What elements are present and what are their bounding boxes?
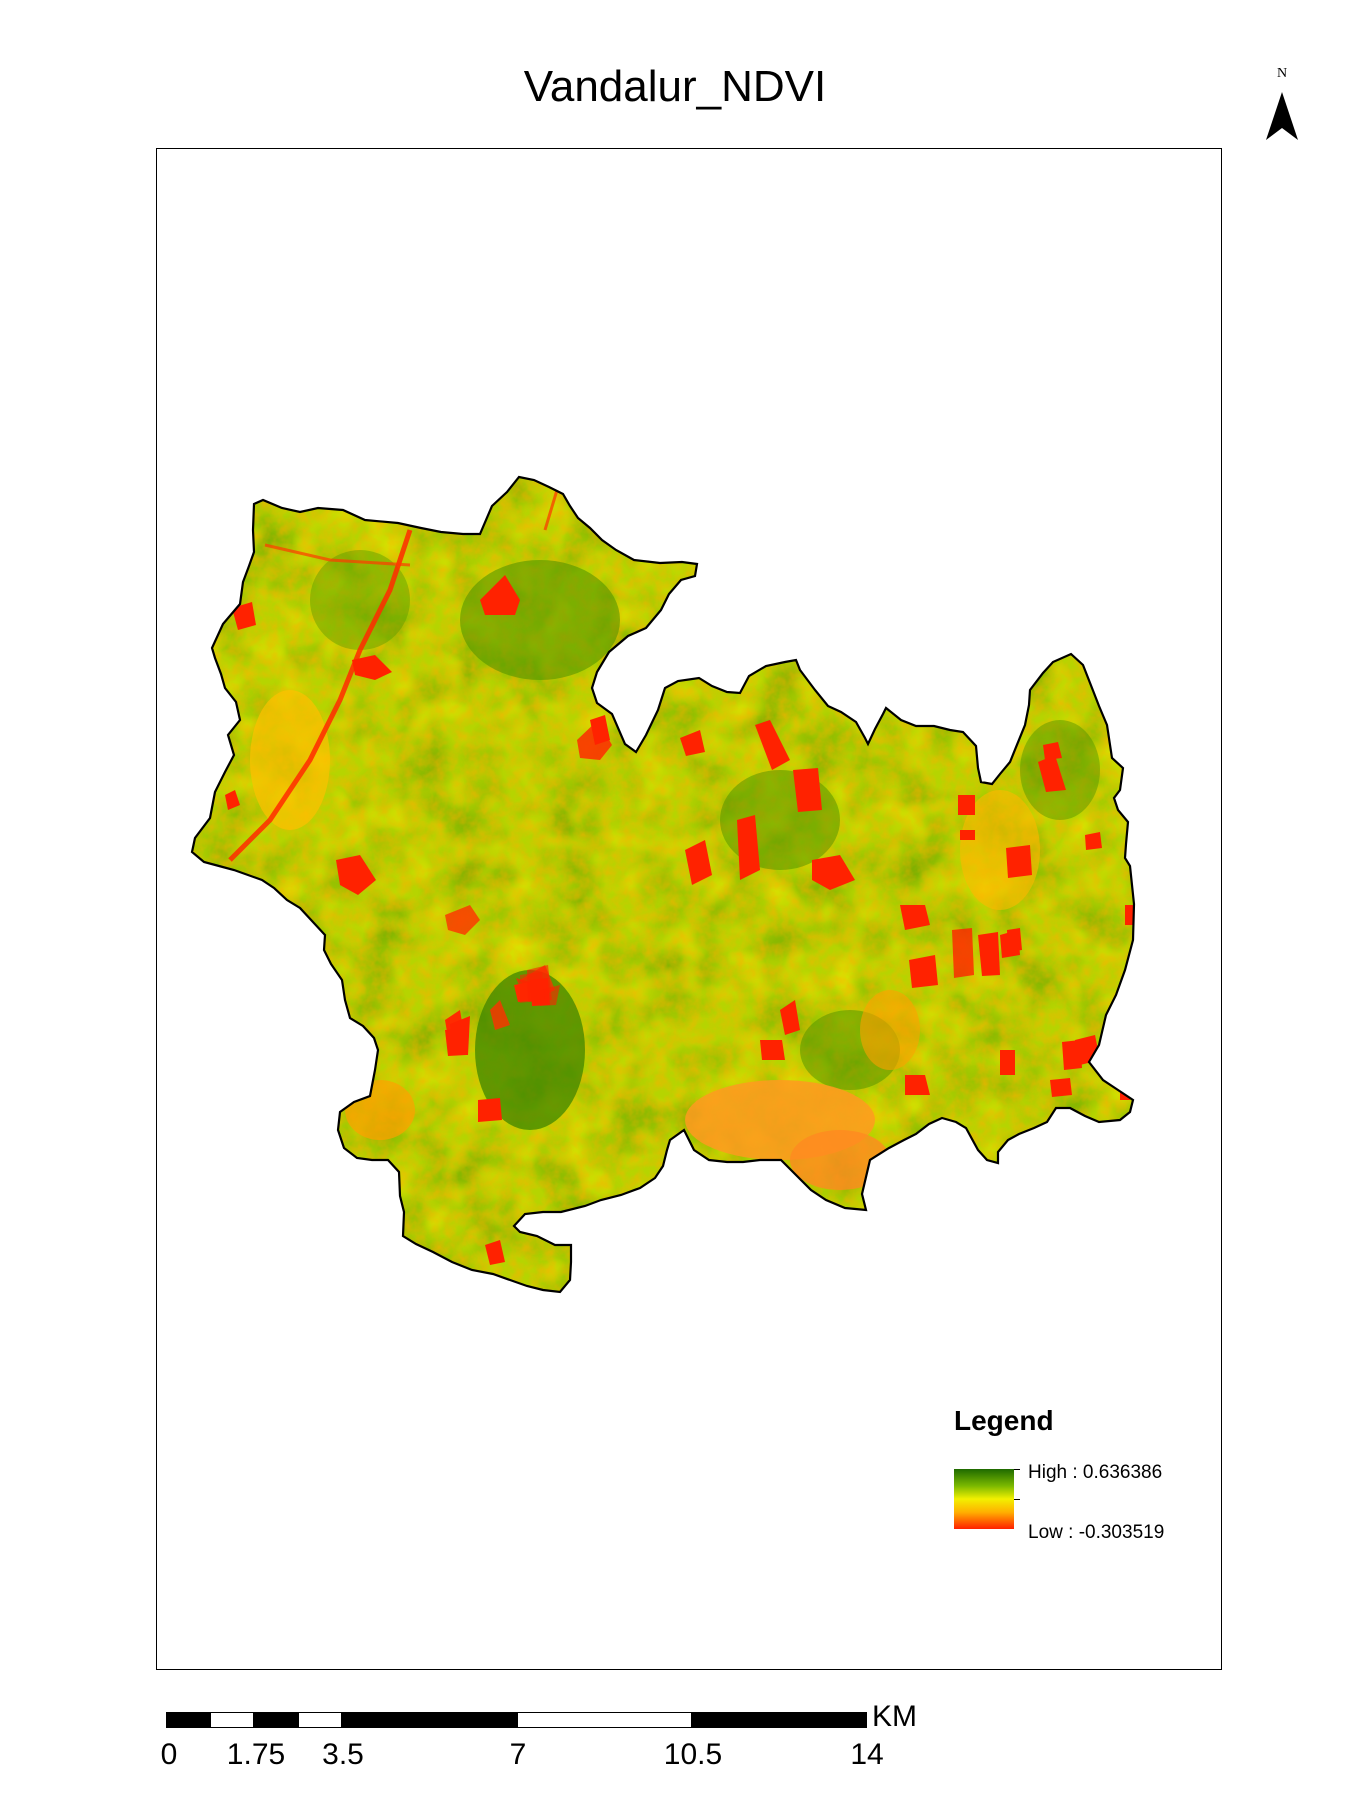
scale-segment — [692, 1712, 867, 1728]
legend-color-ramp — [954, 1469, 1014, 1529]
legend-title: Legend — [954, 1405, 1054, 1436]
scale-label: 10.5 — [663, 1738, 723, 1771]
north-arrow-icon — [1266, 92, 1298, 140]
scale-label: 0 — [160, 1738, 178, 1771]
legend-tick-high — [1014, 1469, 1020, 1470]
ndvi-raster — [192, 477, 1134, 1292]
scale-label: 3.5 — [322, 1738, 364, 1771]
scale-label: 1.75 — [226, 1738, 286, 1771]
scale-segment — [254, 1712, 298, 1728]
legend-low-label: Low : -0.303519 — [1028, 1522, 1165, 1543]
legend-tick-mid — [1014, 1499, 1020, 1500]
legend-high-label: High : 0.636386 — [1028, 1462, 1163, 1483]
map-title: Vandalur_NDVI — [523, 62, 827, 111]
scale-segment — [166, 1712, 210, 1728]
scale-segment — [517, 1712, 692, 1728]
scale-segment — [210, 1712, 254, 1728]
north-label: N — [1276, 66, 1288, 81]
scale-label: 14 — [850, 1738, 884, 1771]
scale-label: 7 — [509, 1738, 527, 1771]
scale-unit: KM — [872, 1700, 917, 1733]
scale-segment — [342, 1712, 517, 1728]
legend: Legend High : 0.636386 Low : -0.303519 — [954, 1405, 1194, 1555]
scale-bar — [166, 1712, 867, 1728]
scale-segment — [298, 1712, 342, 1728]
